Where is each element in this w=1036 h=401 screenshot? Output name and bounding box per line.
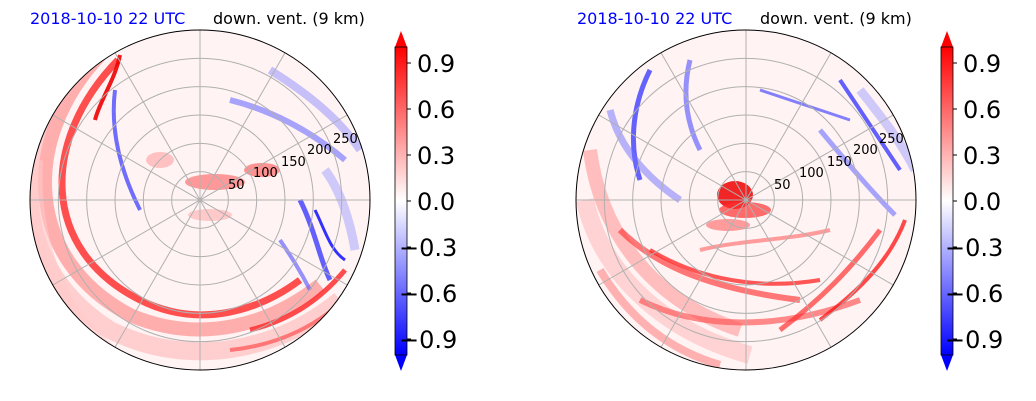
colorbar-tick-label: −0.9 [399,326,457,354]
radial-tick-label: 50 [774,178,791,193]
colorbar-tick-label: 0.0 [963,188,1001,216]
colorbar-tick-label: 0.6 [963,96,1001,124]
colorbar-tick-label: 0.9 [417,50,455,78]
colorbar-extend-max [395,31,407,47]
panel-left-frame [29,29,371,371]
colorbar-tick-label: −0.6 [945,280,1003,308]
colorbar-tick-label: 0.0 [417,188,455,216]
radial-tick-label: 250 [879,132,904,147]
colorbar-extend-min [941,355,953,371]
panel-left-radial-labels: 50 100 150 200 250 [228,132,358,193]
colorbar-tick-label: 0.9 [963,50,1001,78]
panel-left-colorbar: 0.9 0.6 0.3 0.0 −0.3 −0.6 −0.9 [394,31,457,371]
radial-tick-label: 250 [333,132,358,147]
panel-left-field-label: down. vent. (9 km) [213,9,365,28]
colorbar-tick-label: −0.3 [945,234,1003,262]
panel-right-radial-labels: 50 100 150 200 250 [774,132,904,193]
radial-tick-label: 150 [827,155,852,170]
panel-right-time-label: 2018-10-10 22 UTC [577,9,732,28]
radial-tick-label: 200 [307,143,332,158]
colorbar-extend-min [395,355,407,371]
polar-panel-right: 2018-10-10 22 UTC down. vent. (9 km) [575,9,1003,371]
colorbar-tick-label: −0.3 [399,234,457,262]
panel-right-grid [576,30,916,370]
radial-tick-label: 200 [853,143,878,158]
polar-panel-left: 2018-10-10 22 UTC down. vent. (9 km) [29,9,457,371]
colorbar-extend-max [941,31,953,47]
panel-left-time-label: 2018-10-10 22 UTC [30,9,185,28]
colorbar-tick-label: −0.6 [399,280,457,308]
panel-right-frame [575,29,917,371]
colorbar-tick-label: 0.3 [417,142,455,170]
panel-right-colorbar: 0.9 0.6 0.3 0.0 −0.3 −0.6 −0.9 [940,31,1003,371]
colorbar-tick-label: 0.6 [417,96,455,124]
panel-left-grid [30,30,370,370]
colorbar-ramp [941,47,953,355]
colorbar-tick-label: 0.3 [963,142,1001,170]
colorbar-ramp [395,47,407,355]
radial-tick-label: 100 [799,166,824,181]
panel-right-field-label: down. vent. (9 km) [760,9,912,28]
colorbar-tick-label: −0.9 [945,326,1003,354]
radial-tick-label: 150 [281,155,306,170]
radial-tick-label: 100 [253,166,278,181]
radial-tick-label: 50 [228,178,245,193]
